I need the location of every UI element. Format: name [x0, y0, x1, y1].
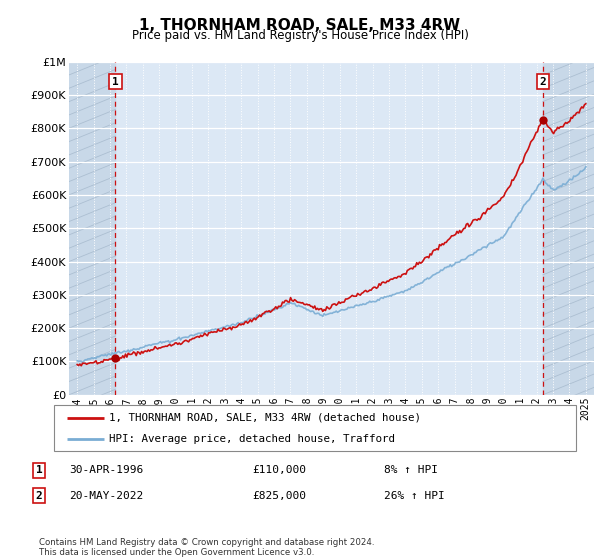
Text: 1: 1	[112, 77, 119, 87]
Text: 1, THORNHAM ROAD, SALE, M33 4RW: 1, THORNHAM ROAD, SALE, M33 4RW	[139, 18, 461, 33]
Text: 26% ↑ HPI: 26% ↑ HPI	[384, 491, 445, 501]
Text: Price paid vs. HM Land Registry's House Price Index (HPI): Price paid vs. HM Land Registry's House …	[131, 29, 469, 42]
Text: £110,000: £110,000	[252, 465, 306, 475]
Bar	[543, 62, 594, 395]
Text: 1, THORNHAM ROAD, SALE, M33 4RW (detached house): 1, THORNHAM ROAD, SALE, M33 4RW (detache…	[109, 413, 421, 423]
Bar	[69, 62, 115, 395]
Text: 2: 2	[539, 77, 546, 87]
Text: 20-MAY-2022: 20-MAY-2022	[69, 491, 143, 501]
Text: 8% ↑ HPI: 8% ↑ HPI	[384, 465, 438, 475]
Text: £825,000: £825,000	[252, 491, 306, 501]
Text: HPI: Average price, detached house, Trafford: HPI: Average price, detached house, Traf…	[109, 435, 395, 444]
Text: 2: 2	[35, 491, 43, 501]
Text: 30-APR-1996: 30-APR-1996	[69, 465, 143, 475]
Text: 1: 1	[35, 465, 43, 475]
Text: Contains HM Land Registry data © Crown copyright and database right 2024.
This d: Contains HM Land Registry data © Crown c…	[39, 538, 374, 557]
